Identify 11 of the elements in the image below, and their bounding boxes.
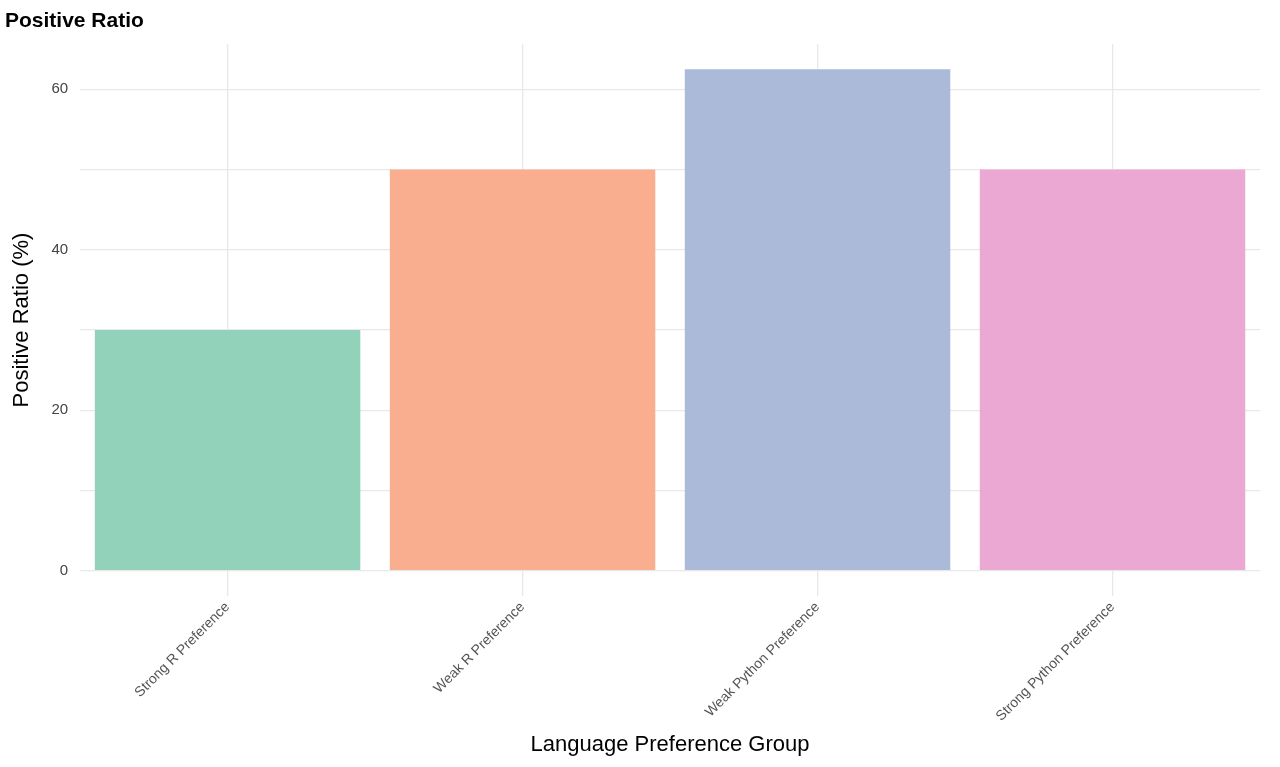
bar bbox=[979, 169, 1246, 571]
bar bbox=[684, 69, 951, 571]
bar bbox=[389, 169, 656, 571]
chart-title: Positive Ratio bbox=[5, 8, 144, 32]
bar bbox=[94, 330, 361, 571]
y-tick-label: 40 bbox=[51, 239, 69, 257]
y-tick-label: 0 bbox=[59, 560, 69, 578]
y-axis-title: Positive Ratio (%) bbox=[8, 232, 34, 408]
y-tick-label: 20 bbox=[51, 400, 69, 418]
x-axis-title: Language Preference Group bbox=[530, 730, 810, 756]
y-tick-label: 60 bbox=[51, 79, 69, 97]
